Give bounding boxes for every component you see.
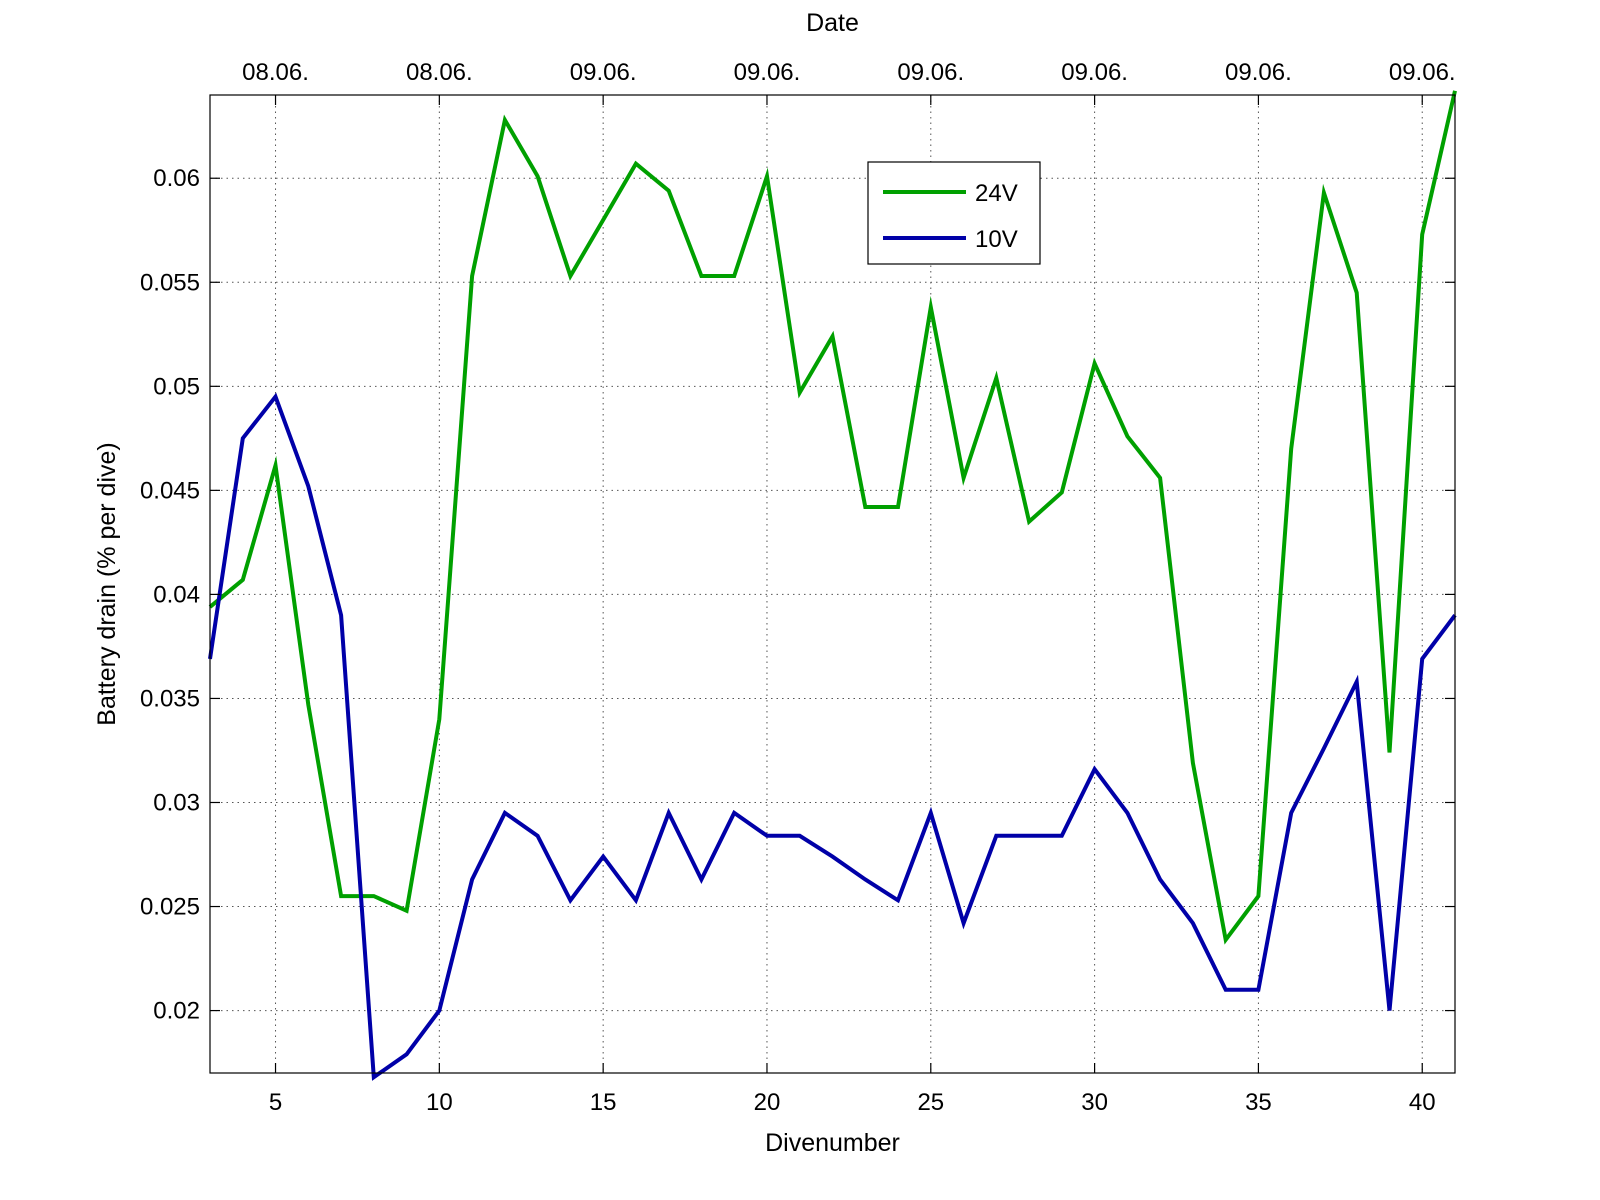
tick-labels: 5 10 15 20 25 30 35 40 08.06. 08.06. 09.06. 09.06. 0… <box>140 59 1456 1116</box>
axis-ticks <box>210 95 1455 1073</box>
legend-label-24v: 24V <box>975 180 1018 207</box>
x-tick-label: 20 <box>754 1089 781 1116</box>
series-line-10v <box>208 392 1457 1081</box>
y-tick-label: 0.035 <box>140 685 200 712</box>
y-tick-label: 0.045 <box>140 477 200 504</box>
y-tick-label: 0.04 <box>153 581 200 608</box>
top-tick-label: 09.06. <box>734 59 801 86</box>
y-tick-label: 0.06 <box>153 165 200 192</box>
x-tick-label: 30 <box>1081 1089 1108 1116</box>
y-tick-label: 0.03 <box>153 789 200 816</box>
legend-label-10v: 10V <box>975 226 1018 253</box>
series-line-24v <box>208 90 1457 945</box>
y-tick-label: 0.02 <box>153 998 200 1025</box>
series-lines <box>208 90 1457 1081</box>
y-tick-label: 0.05 <box>153 373 200 400</box>
x-tick-label: 5 <box>269 1089 282 1116</box>
legend-box <box>867 161 1041 265</box>
x-tick-label: 40 <box>1409 1089 1436 1116</box>
x-tick-label: 25 <box>917 1089 944 1116</box>
top-tick-label: 09.06. <box>570 59 637 86</box>
x-tick-label: 15 <box>590 1089 617 1116</box>
x-axis-title: Divenumber <box>765 1129 900 1157</box>
top-tick-label: 08.06. <box>242 59 309 86</box>
grid-lines <box>210 95 1455 1073</box>
y-tick-label: 0.025 <box>140 894 200 921</box>
legend: 24V 10V <box>867 161 1041 265</box>
y-axis-title: Battery drain (% per dive) <box>93 442 121 725</box>
x-tick-label: 10 <box>426 1089 453 1116</box>
top-tick-label: 08.06. <box>406 59 473 86</box>
y-tick-label: 0.055 <box>140 269 200 296</box>
top-axis-title: Date <box>806 9 859 37</box>
top-tick-label: 09.06. <box>1061 59 1128 86</box>
top-tick-label: 09.06. <box>1389 59 1456 86</box>
top-tick-label: 09.06. <box>1225 59 1292 86</box>
x-tick-label: 35 <box>1245 1089 1272 1116</box>
plot-frame <box>209 94 1456 1074</box>
top-tick-label: 09.06. <box>897 59 964 86</box>
